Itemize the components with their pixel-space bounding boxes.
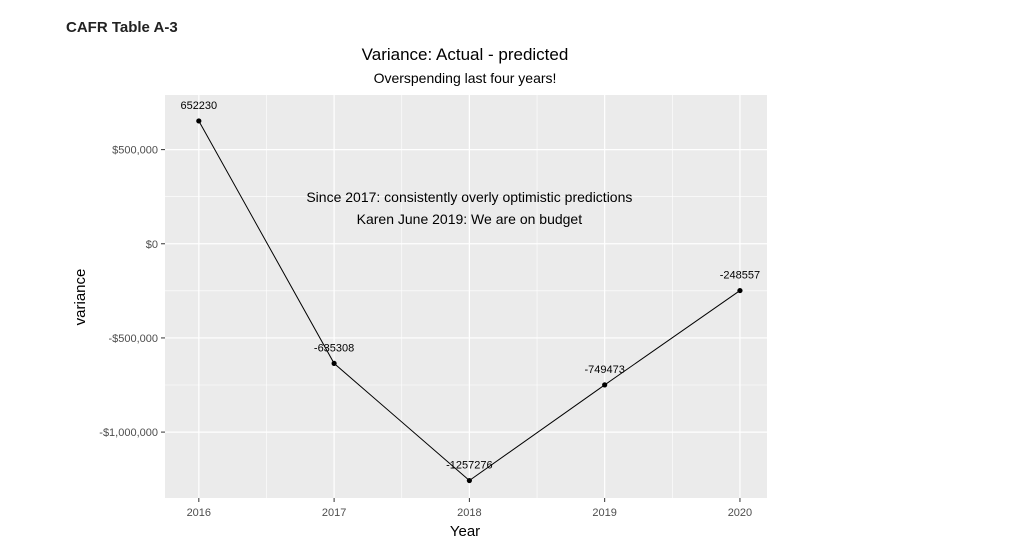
page-header: CAFR Table A-3 xyxy=(66,19,178,36)
data-point xyxy=(331,360,337,367)
data-point xyxy=(737,287,743,294)
data-label: 652230 xyxy=(180,100,217,112)
annotation-text: Karen June 2019: We are on budget xyxy=(357,211,583,227)
data-point xyxy=(602,382,608,388)
data-point xyxy=(466,477,472,484)
chart-title: Variance: Actual - predicted xyxy=(362,45,569,64)
data-label: -749473 xyxy=(584,364,624,376)
plot-panel xyxy=(165,95,767,498)
data-label: -635308 xyxy=(314,342,354,354)
x-tick-label: 2018 xyxy=(457,507,481,519)
data-label: -1257276 xyxy=(446,460,493,472)
y-tick-label: -$1,000,000 xyxy=(99,427,158,439)
x-tick-label: 2017 xyxy=(322,507,346,519)
y-tick-label: -$500,000 xyxy=(108,333,158,345)
y-tick-label: $0 xyxy=(146,239,158,251)
x-tick-label: 2020 xyxy=(728,507,752,519)
y-axis-label: variance xyxy=(72,269,89,326)
y-tick-label: $500,000 xyxy=(112,145,158,157)
chart-subtitle: Overspending last four years! xyxy=(374,70,557,86)
x-axis-label: Year xyxy=(450,523,480,540)
data-label: -248557 xyxy=(720,270,760,282)
data-point xyxy=(196,118,202,124)
x-tick-label: 2019 xyxy=(592,507,616,519)
x-tick-label: 2016 xyxy=(187,507,211,519)
annotation-text: Since 2017: consistently overly optimist… xyxy=(306,189,632,205)
